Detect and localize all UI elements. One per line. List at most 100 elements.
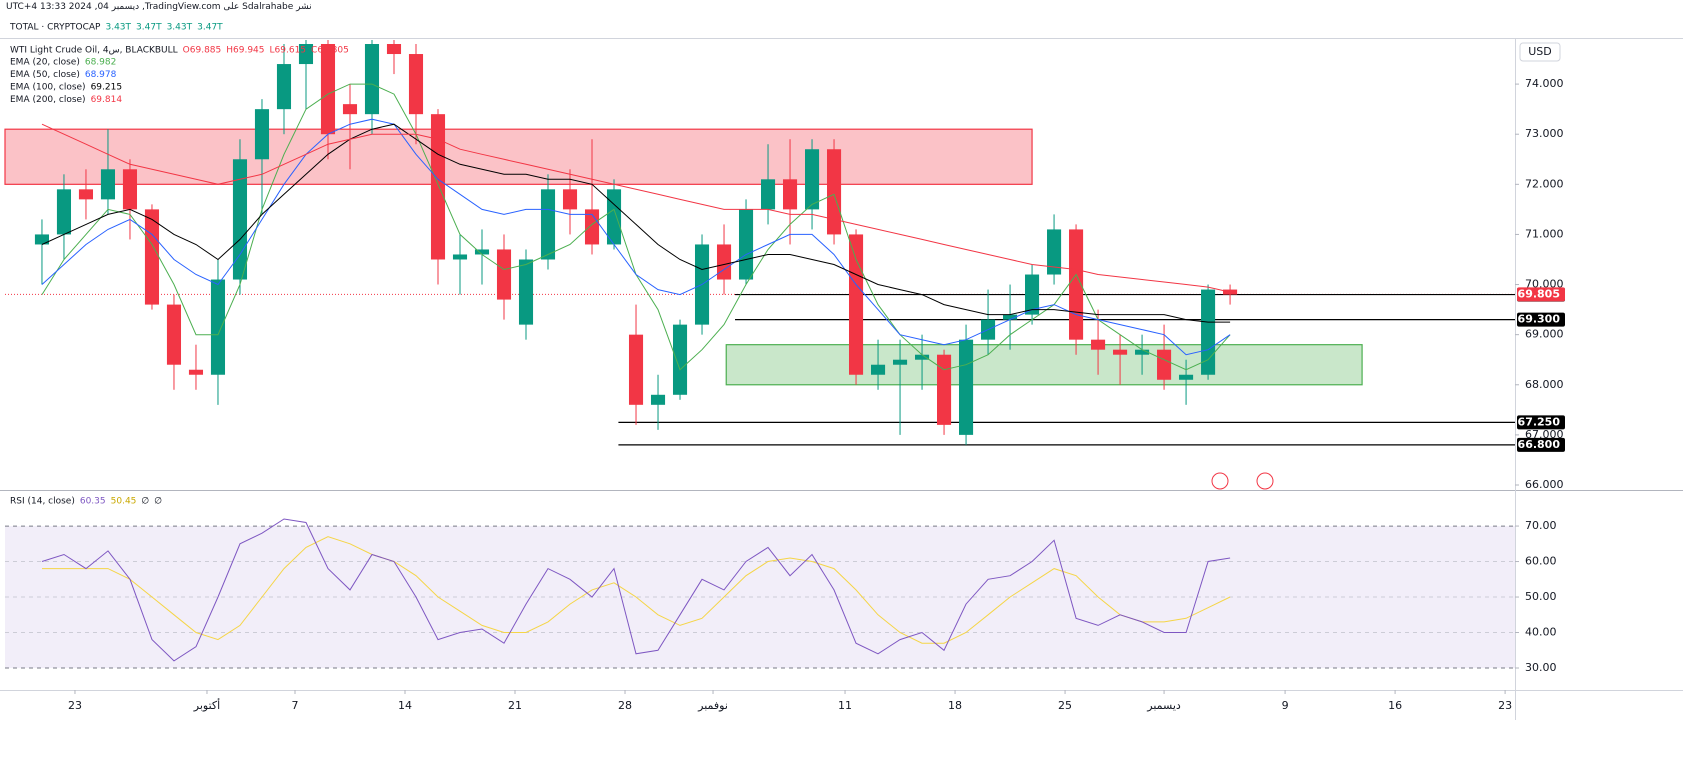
y-tick-label: 73.000 (1525, 127, 1564, 140)
x-tick-label: 16 (1388, 699, 1402, 712)
candle-body (298, 44, 314, 65)
y-tick-label: 66.000 (1525, 478, 1564, 491)
rsi-ma-line (42, 536, 1231, 644)
ema-line (41, 123, 1231, 323)
candle-body (276, 64, 292, 110)
ohlc-value: C69.805 (311, 46, 349, 56)
candle-body (100, 169, 116, 200)
candle-body (166, 304, 182, 365)
event-icon[interactable] (1211, 472, 1229, 490)
y-tick-label: 74.000 (1525, 77, 1564, 90)
candle-body (562, 189, 578, 210)
ema-legend-value: 68.978 (85, 70, 117, 80)
candle-body (474, 249, 490, 255)
candle-body (430, 114, 446, 260)
candle-body (606, 189, 622, 245)
rsi-tick-label: 60.00 (1525, 555, 1557, 568)
rsi-legend-value: 60.35 (80, 497, 106, 507)
candle-body (56, 189, 72, 235)
x-tick-label: أكتوبر (193, 698, 220, 712)
last-price-box (1517, 287, 1565, 302)
candle-body (386, 44, 402, 55)
candle-body (672, 324, 688, 395)
rsi-tick-label: 70.00 (1525, 519, 1557, 532)
last-price-label: 69.805 (1518, 287, 1560, 300)
ema-legend-name: EMA (100, close) (10, 83, 86, 93)
candle-body (937, 354, 952, 425)
ohlc-value: H69.945 (226, 46, 264, 56)
candle-body (1091, 339, 1106, 350)
candle-body (78, 189, 94, 200)
candle-body (320, 44, 336, 135)
y-tick-label: 70.000 (1525, 278, 1564, 291)
x-tick-label: 23 (1498, 699, 1512, 712)
ema-legend-name: EMA (20, close) (10, 58, 80, 68)
candle-body (1201, 289, 1216, 375)
candle-body (1113, 349, 1128, 355)
rsi-legend-value: ∅ (154, 497, 162, 507)
candle-body (188, 369, 204, 375)
candle-body (871, 364, 886, 375)
y-tick-label: 67.000 (1525, 428, 1564, 441)
rsi-legend-value: 50.45 (111, 497, 137, 507)
level-label: 69.300 (1518, 313, 1561, 326)
candle-body (650, 394, 666, 405)
candle-body (1003, 314, 1018, 320)
candle-body (518, 259, 534, 325)
candle-body (1179, 374, 1194, 380)
x-tick-label: 18 (948, 699, 962, 712)
y-tick-label: 68.000 (1525, 378, 1564, 391)
currency: USD (1528, 45, 1552, 58)
candle-body (34, 234, 50, 245)
y-tick-label: 69.000 (1525, 328, 1564, 341)
candle-body (804, 149, 820, 210)
ema-legend-name: EMA (200, close) (10, 95, 86, 105)
ema-legend-value: 69.215 (91, 83, 123, 93)
symbol-title: WTI Light Crude Oil, 4س, BLACKBULL (10, 46, 178, 56)
x-tick-label: 28 (618, 699, 632, 712)
candle-body (1157, 349, 1172, 380)
zone (4, 128, 1033, 185)
y-tick-label: 72.000 (1525, 177, 1564, 190)
candle-body (628, 334, 644, 405)
candle-body (848, 234, 864, 375)
candle-body (959, 339, 974, 435)
ema-legend-name: EMA (50, close) (10, 70, 80, 80)
ohlc-value: L69.615 (270, 46, 307, 56)
zone (725, 344, 1363, 386)
x-tick-label: 7 (291, 699, 298, 712)
candle-body (826, 149, 842, 235)
candle-body (1047, 229, 1062, 275)
level-label-box (1517, 415, 1565, 430)
candle-body (342, 104, 358, 115)
candle-body (760, 179, 776, 210)
event-icons (1211, 472, 1274, 490)
ema-line (41, 123, 1231, 293)
rsi-title: RSI (14, close) (10, 497, 75, 507)
ema-legend-value: 69.814 (91, 95, 123, 105)
y-tick-label: 71.000 (1525, 227, 1564, 240)
currency-box[interactable] (1519, 42, 1561, 62)
candle-body (782, 179, 798, 210)
candle-body (738, 209, 754, 280)
event-icon[interactable] (1256, 472, 1274, 490)
ticker-value: 3.43T (167, 23, 193, 33)
candle-body (452, 254, 468, 260)
rsi-legend-value: ∅ (141, 497, 149, 507)
candle-body (496, 249, 512, 300)
x-tick-label: 21 (508, 699, 522, 712)
candle-body (584, 209, 600, 245)
x-tick-label: نوفمبر (697, 699, 728, 712)
level-label: 66.800 (1518, 438, 1561, 451)
candle-body (540, 189, 556, 260)
rsi-line (41, 518, 1231, 662)
candle-body (408, 54, 424, 115)
level-label: 67.250 (1518, 415, 1561, 428)
x-tick-label: 11 (838, 699, 852, 712)
candle-body (254, 109, 270, 160)
x-tick-label: ديسمبر (1146, 699, 1181, 712)
rsi-tick-label: 50.00 (1525, 590, 1557, 603)
ticker-value: 3.47T (136, 23, 162, 33)
